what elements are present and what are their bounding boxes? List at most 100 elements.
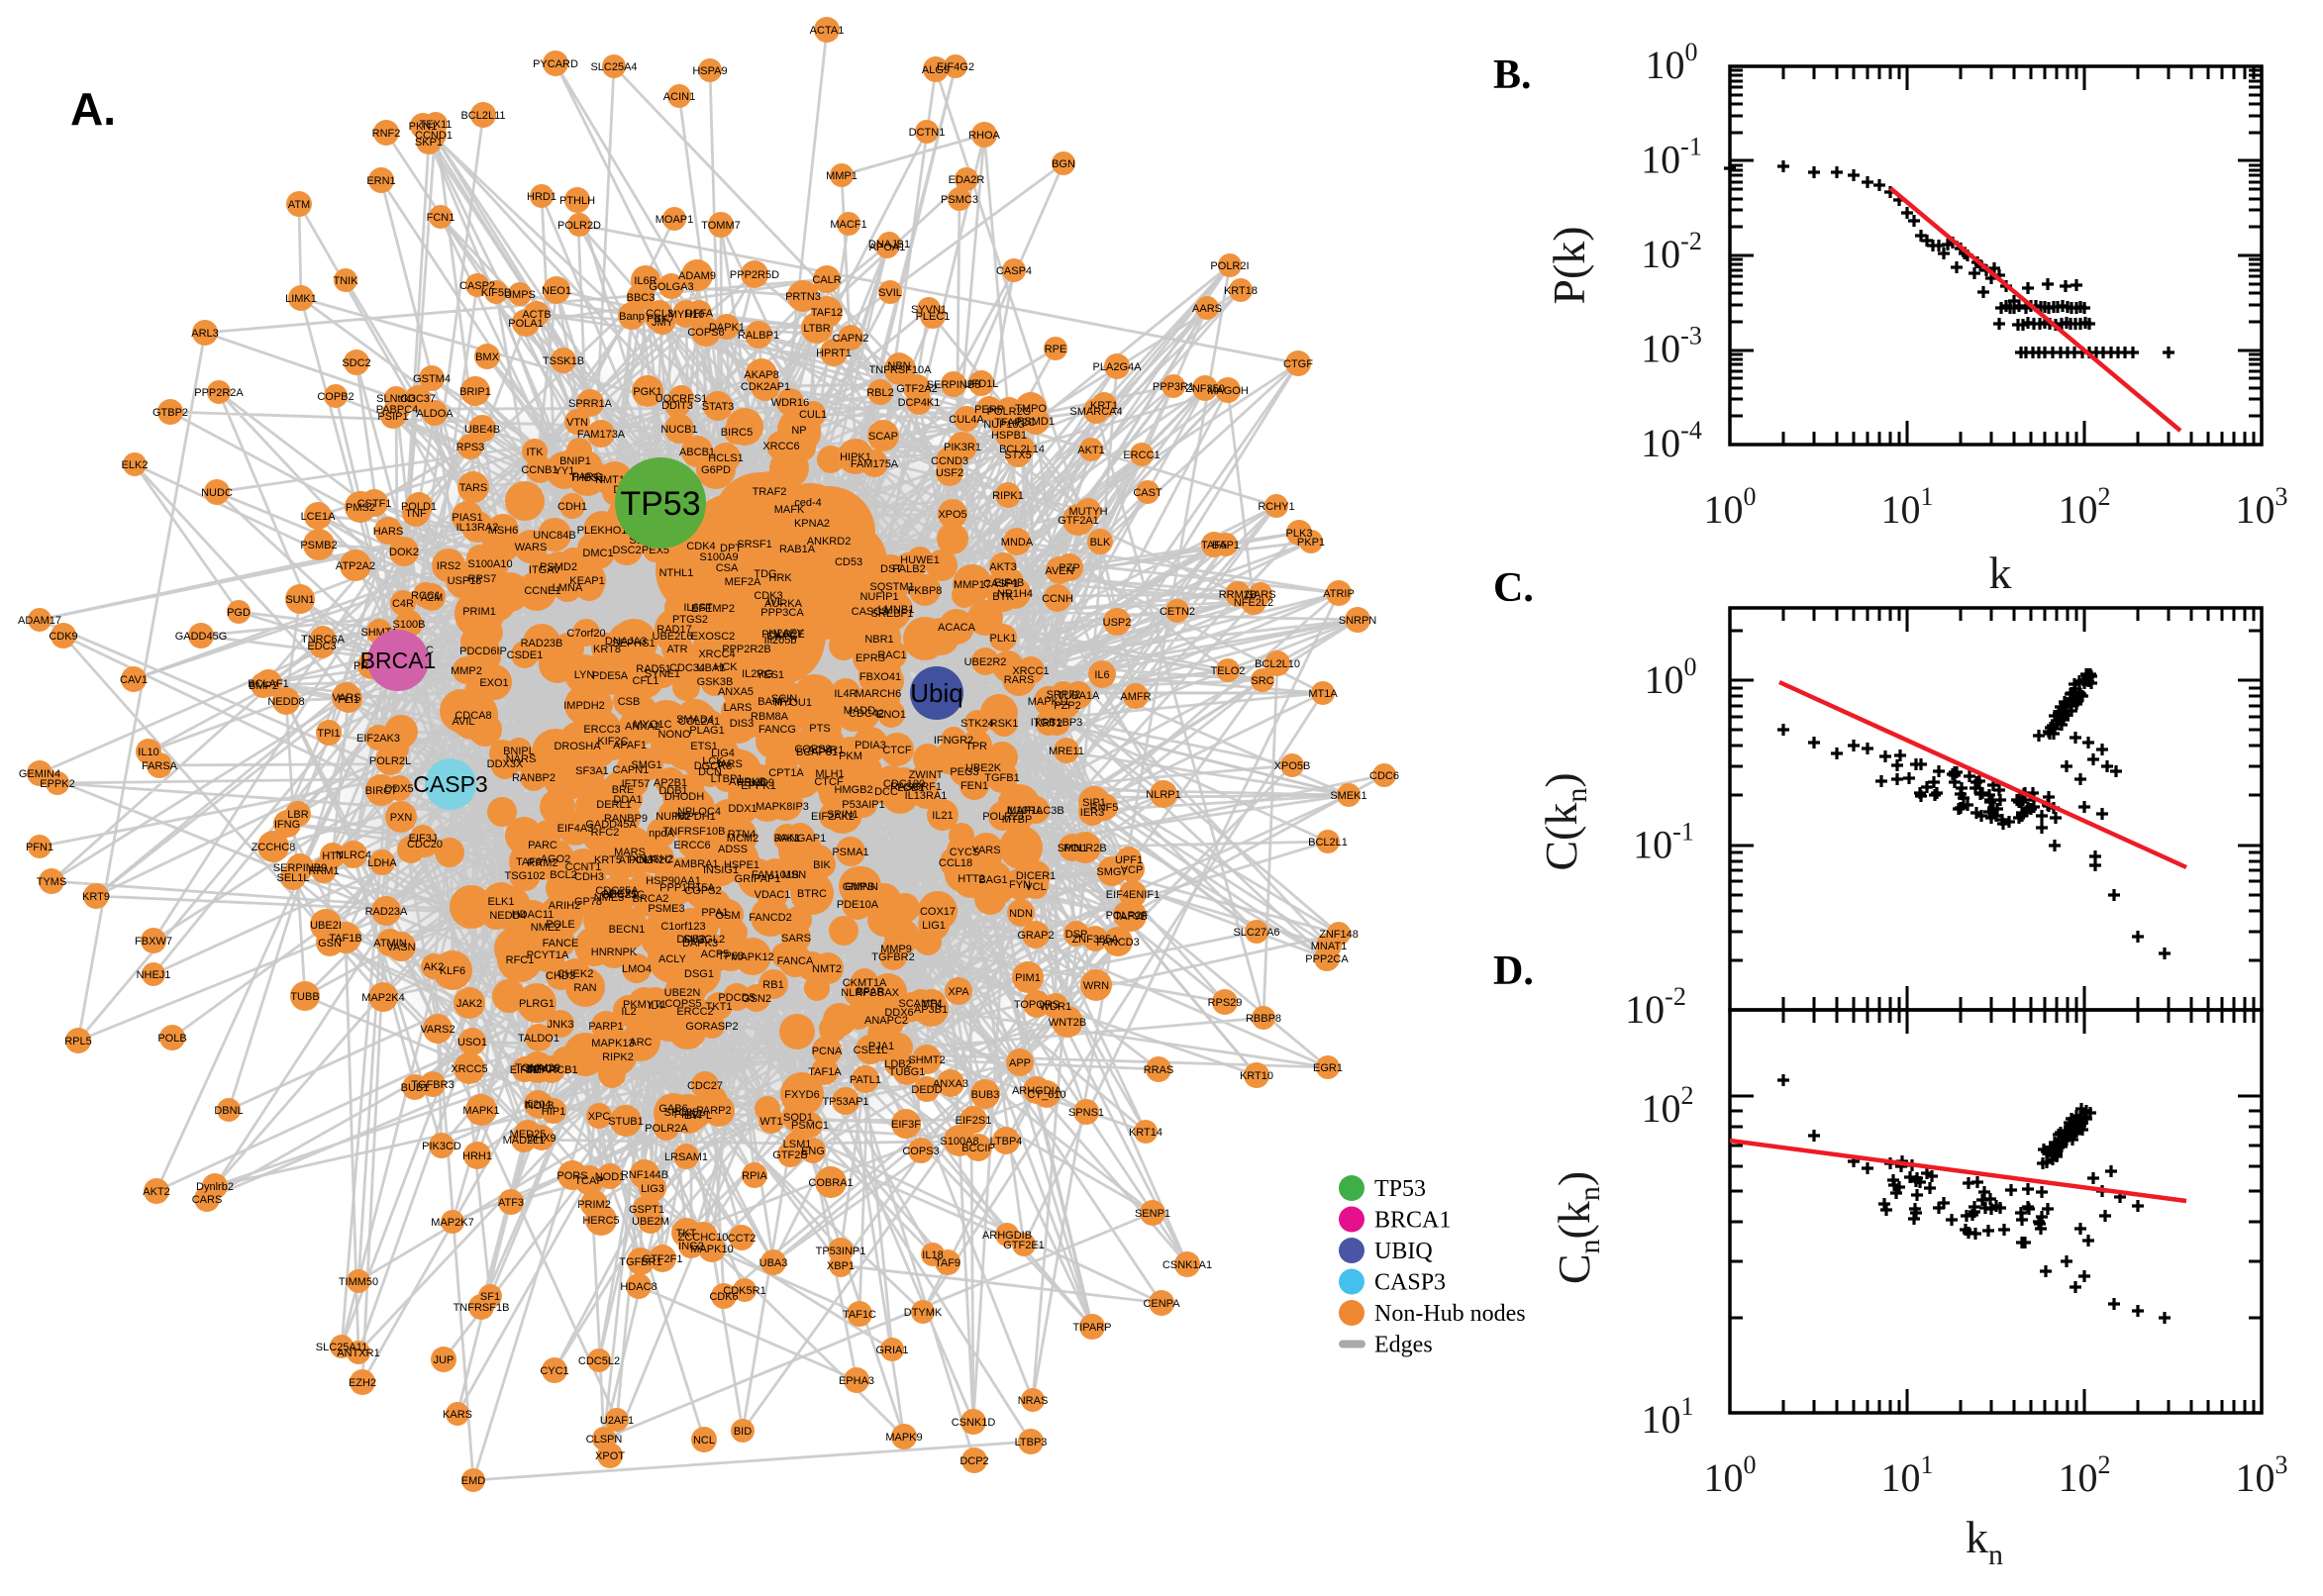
svg-text:MTBP: MTBP bbox=[1002, 814, 1033, 826]
svg-text:MT1A: MT1A bbox=[1308, 688, 1338, 700]
svg-text:NDN: NDN bbox=[1009, 908, 1033, 920]
svg-text:SREBF1: SREBF1 bbox=[871, 608, 914, 620]
svg-text:MOAP1: MOAP1 bbox=[656, 214, 694, 226]
svg-text:AKT3: AKT3 bbox=[989, 561, 1017, 573]
svg-text:GORASP2: GORASP2 bbox=[685, 1021, 738, 1033]
svg-text:CLSPN: CLSPN bbox=[586, 1434, 623, 1446]
svg-text:EIF2AK2: EIF2AK2 bbox=[811, 811, 855, 823]
svg-text:GTBP2: GTBP2 bbox=[152, 407, 188, 419]
svg-text:CDC100: CDC100 bbox=[883, 778, 925, 790]
svg-text:KIF5B: KIF5B bbox=[481, 287, 512, 299]
svg-text:HARS: HARS bbox=[373, 526, 404, 538]
svg-text:ADSS: ADSS bbox=[718, 844, 748, 855]
svg-text:CSA: CSA bbox=[716, 562, 739, 574]
svg-text:RPS29: RPS29 bbox=[1208, 997, 1243, 1009]
svg-text:FANCG: FANCG bbox=[758, 724, 796, 736]
svg-text:LIG1: LIG1 bbox=[922, 920, 946, 932]
svg-text:B.: B. bbox=[1493, 52, 1532, 98]
svg-text:DOK2: DOK2 bbox=[389, 547, 419, 558]
svg-text:SEL1L: SEL1L bbox=[276, 872, 309, 884]
svg-text:POLR2E: POLR2E bbox=[761, 629, 804, 641]
svg-text:LDHA: LDHA bbox=[367, 857, 397, 869]
svg-text:BIRC7: BIRC7 bbox=[365, 785, 397, 797]
svg-text:ATP2A2: ATP2A2 bbox=[336, 560, 375, 572]
svg-text:WDR1: WDR1 bbox=[1040, 1001, 1071, 1013]
svg-text:BMX: BMX bbox=[475, 351, 500, 363]
svg-text:TKT1: TKT1 bbox=[706, 1001, 733, 1013]
svg-text:DROSHA: DROSHA bbox=[554, 741, 601, 752]
svg-text:LIMK1: LIMK1 bbox=[285, 293, 317, 305]
svg-text:10-2: 10-2 bbox=[1641, 227, 1702, 276]
svg-text:PSME3: PSME3 bbox=[648, 903, 684, 915]
svg-text:NTHL1: NTHL1 bbox=[659, 567, 694, 579]
svg-text:LTBP1: LTBP1 bbox=[711, 773, 744, 785]
svg-text:ACP5: ACP5 bbox=[701, 948, 730, 960]
svg-text:KPNA2: KPNA2 bbox=[794, 518, 830, 530]
svg-text:ARL3: ARL3 bbox=[191, 328, 219, 340]
svg-text:PPP2R2B: PPP2R2B bbox=[722, 644, 771, 655]
svg-text:BUB3: BUB3 bbox=[971, 1089, 1000, 1101]
svg-text:ETS1: ETS1 bbox=[690, 741, 718, 752]
svg-text:GTF2A1: GTF2A1 bbox=[1058, 515, 1099, 527]
svg-text:CSE1L: CSE1L bbox=[854, 1045, 888, 1056]
svg-text:TTK: TTK bbox=[922, 999, 943, 1011]
svg-text:THBS1: THBS1 bbox=[569, 472, 604, 484]
svg-text:CASP3: CASP3 bbox=[1374, 1270, 1446, 1296]
svg-text:S100A9: S100A9 bbox=[699, 551, 738, 563]
svg-text:SUN1: SUN1 bbox=[285, 594, 314, 606]
svg-text:CDK6: CDK6 bbox=[709, 1291, 738, 1303]
svg-text:CAV1: CAV1 bbox=[120, 674, 148, 686]
svg-text:GSPT1: GSPT1 bbox=[629, 1204, 664, 1216]
svg-text:ING2: ING2 bbox=[678, 1241, 704, 1252]
svg-text:DCP2: DCP2 bbox=[960, 1455, 988, 1467]
svg-text:JNK3: JNK3 bbox=[548, 1019, 574, 1031]
svg-text:NP: NP bbox=[791, 425, 806, 437]
svg-text:MLH1: MLH1 bbox=[815, 768, 844, 780]
svg-text:HERC5: HERC5 bbox=[582, 1215, 619, 1227]
svg-text:BGN: BGN bbox=[1052, 158, 1075, 170]
svg-text:PERP: PERP bbox=[974, 404, 1004, 416]
svg-text:JAK2: JAK2 bbox=[456, 998, 482, 1010]
svg-text:ARHGDIB: ARHGDIB bbox=[982, 1230, 1032, 1242]
svg-text:Edges: Edges bbox=[1374, 1333, 1433, 1358]
svg-text:POLR2B: POLR2B bbox=[1063, 843, 1106, 854]
svg-text:A2M: A2M bbox=[421, 592, 444, 604]
svg-text:SRSF1: SRSF1 bbox=[737, 539, 771, 550]
svg-text:SLC25A11: SLC25A11 bbox=[316, 1342, 367, 1353]
svg-text:S100A8: S100A8 bbox=[940, 1136, 978, 1147]
svg-text:CDC37: CDC37 bbox=[400, 393, 436, 405]
svg-text:ADAM9: ADAM9 bbox=[678, 270, 716, 282]
svg-text:PCYT1A: PCYT1A bbox=[527, 949, 569, 961]
svg-text:TAF1A: TAF1A bbox=[808, 1066, 842, 1078]
svg-text:ACLY: ACLY bbox=[658, 953, 687, 965]
svg-text:USP18: USP18 bbox=[448, 575, 482, 587]
svg-text:U2AF1: U2AF1 bbox=[600, 1415, 634, 1427]
svg-text:VARS: VARS bbox=[332, 692, 360, 704]
svg-text:CUL4A: CUL4A bbox=[949, 414, 984, 426]
svg-text:HIPK1: HIPK1 bbox=[840, 451, 871, 463]
svg-text:PGK1: PGK1 bbox=[633, 386, 661, 398]
svg-text:PSMB2: PSMB2 bbox=[300, 540, 337, 551]
svg-text:TDG: TDG bbox=[754, 568, 776, 580]
svg-text:TAF6: TAF6 bbox=[516, 856, 542, 868]
svg-text:SYVN1: SYVN1 bbox=[911, 304, 947, 316]
svg-text:EXOSC2: EXOSC2 bbox=[691, 631, 736, 643]
svg-text:ALG9: ALG9 bbox=[922, 64, 950, 76]
svg-text:UBE4B: UBE4B bbox=[464, 424, 500, 436]
svg-text:CSDE1: CSDE1 bbox=[507, 649, 544, 661]
svg-text:COPB2: COPB2 bbox=[317, 391, 354, 403]
svg-text:SEPHS1: SEPHS1 bbox=[612, 638, 655, 649]
svg-text:UPF1: UPF1 bbox=[1115, 854, 1143, 866]
svg-text:DDB2: DDB2 bbox=[676, 934, 705, 946]
svg-text:IER3: IER3 bbox=[1080, 807, 1104, 819]
svg-text:YY1: YY1 bbox=[555, 465, 575, 477]
svg-text:FANCD2: FANCD2 bbox=[749, 912, 791, 924]
svg-text:CAPG: CAPG bbox=[766, 631, 797, 643]
svg-text:PLK1: PLK1 bbox=[990, 633, 1017, 645]
svg-text:WT1: WT1 bbox=[759, 1116, 782, 1128]
svg-text:DSC2: DSC2 bbox=[612, 545, 641, 556]
svg-text:ERN1: ERN1 bbox=[366, 175, 395, 187]
svg-text:EGR1: EGR1 bbox=[1313, 1062, 1343, 1074]
svg-text:DICER1: DICER1 bbox=[1016, 870, 1056, 882]
svg-text:C1orf123: C1orf123 bbox=[660, 921, 705, 933]
